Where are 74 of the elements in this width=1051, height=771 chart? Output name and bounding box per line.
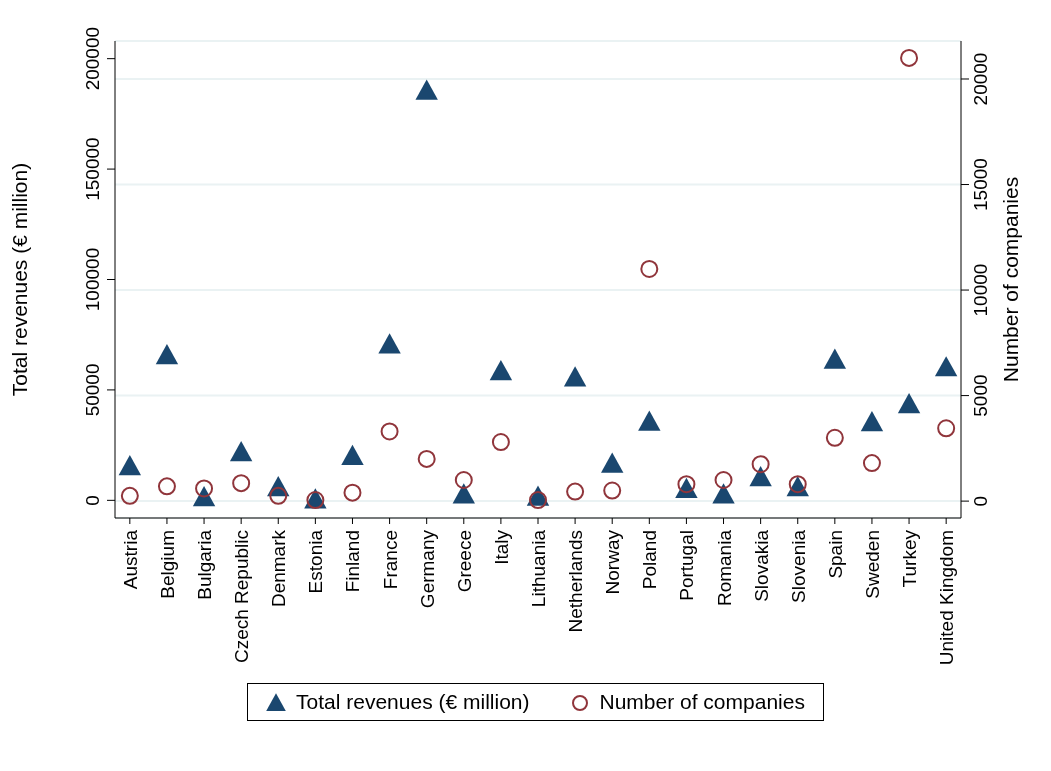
point	[343, 483, 362, 502]
x-tick-label: Spain	[824, 530, 846, 579]
point	[120, 486, 139, 505]
point	[860, 410, 884, 432]
point	[640, 259, 659, 278]
point	[825, 428, 844, 447]
point	[934, 356, 958, 377]
y-tick-label: 0	[82, 495, 103, 506]
x-tick-label: Greece	[453, 530, 475, 593]
y-tick-label: 100000	[82, 247, 103, 312]
point	[638, 410, 661, 431]
x-tick-label: Slovakia	[750, 529, 772, 602]
point	[232, 474, 251, 493]
y2-tick-label: 10000	[970, 263, 991, 317]
point	[229, 440, 253, 462]
x-tick-label: Denmark	[268, 529, 290, 608]
point	[862, 454, 881, 473]
y2-tick-label: 5000	[970, 374, 991, 417]
point	[118, 455, 142, 476]
y2-axis-title: Number of companies	[999, 176, 1023, 383]
point	[195, 479, 214, 498]
x-tick-label: Bulgaria	[194, 529, 216, 600]
point	[155, 343, 179, 365]
x-tick-label: Czech Republic	[231, 530, 253, 664]
x-tick-label: United Kingdom	[936, 530, 958, 666]
x-tick-label: Belgium	[156, 530, 178, 599]
x-tick-label: Lithuania	[528, 529, 549, 608]
x-tick-label: Finland	[342, 530, 364, 593]
point	[491, 433, 510, 452]
y2-tick-label: 20000	[970, 52, 991, 106]
point	[601, 452, 624, 473]
point	[341, 444, 364, 465]
x-tick-label: Portugal	[676, 530, 698, 601]
x-tick-label: Norway	[602, 529, 624, 595]
y-tick-label: 200000	[82, 26, 103, 91]
y2-tick-label: 15000	[970, 158, 991, 211]
y-tick-label: 50000	[82, 363, 103, 417]
x-tick-label: Italy	[490, 529, 512, 565]
point	[751, 455, 770, 474]
point	[452, 483, 475, 504]
legend-label: Total revenues (€ million)	[296, 690, 530, 714]
point	[603, 481, 622, 500]
point	[937, 419, 956, 438]
x-tick-label: France	[379, 530, 401, 590]
point	[897, 393, 921, 414]
point	[823, 348, 847, 369]
x-tick-label: Germany	[416, 529, 438, 609]
x-tick-label: Turkey	[899, 529, 921, 588]
y-tick-label: 150000	[82, 137, 103, 201]
x-tick-label: Austria	[119, 529, 141, 590]
point	[380, 422, 399, 441]
x-tick-label: Sweden	[861, 530, 883, 599]
point	[378, 333, 401, 354]
point	[415, 79, 438, 100]
x-tick-label: Estonia	[305, 529, 327, 594]
point	[157, 477, 176, 496]
y-axis-title: Total revenues (€ million)	[8, 162, 32, 397]
x-tick-label: Slovenia	[787, 529, 809, 603]
point	[566, 482, 585, 501]
point	[712, 483, 735, 504]
point	[677, 475, 696, 494]
point	[900, 48, 919, 67]
point	[489, 359, 513, 381]
x-tick-label: Netherlands	[565, 530, 587, 633]
point	[417, 449, 436, 468]
point	[454, 471, 473, 490]
point	[749, 466, 772, 487]
x-tick-label: Poland	[639, 530, 661, 590]
x-tick-label: Romania	[713, 529, 735, 607]
legend-label: Number of companies	[599, 690, 805, 714]
point	[714, 471, 733, 490]
y2-tick-label: 0	[970, 495, 991, 507]
point	[563, 366, 587, 387]
point	[269, 486, 288, 505]
